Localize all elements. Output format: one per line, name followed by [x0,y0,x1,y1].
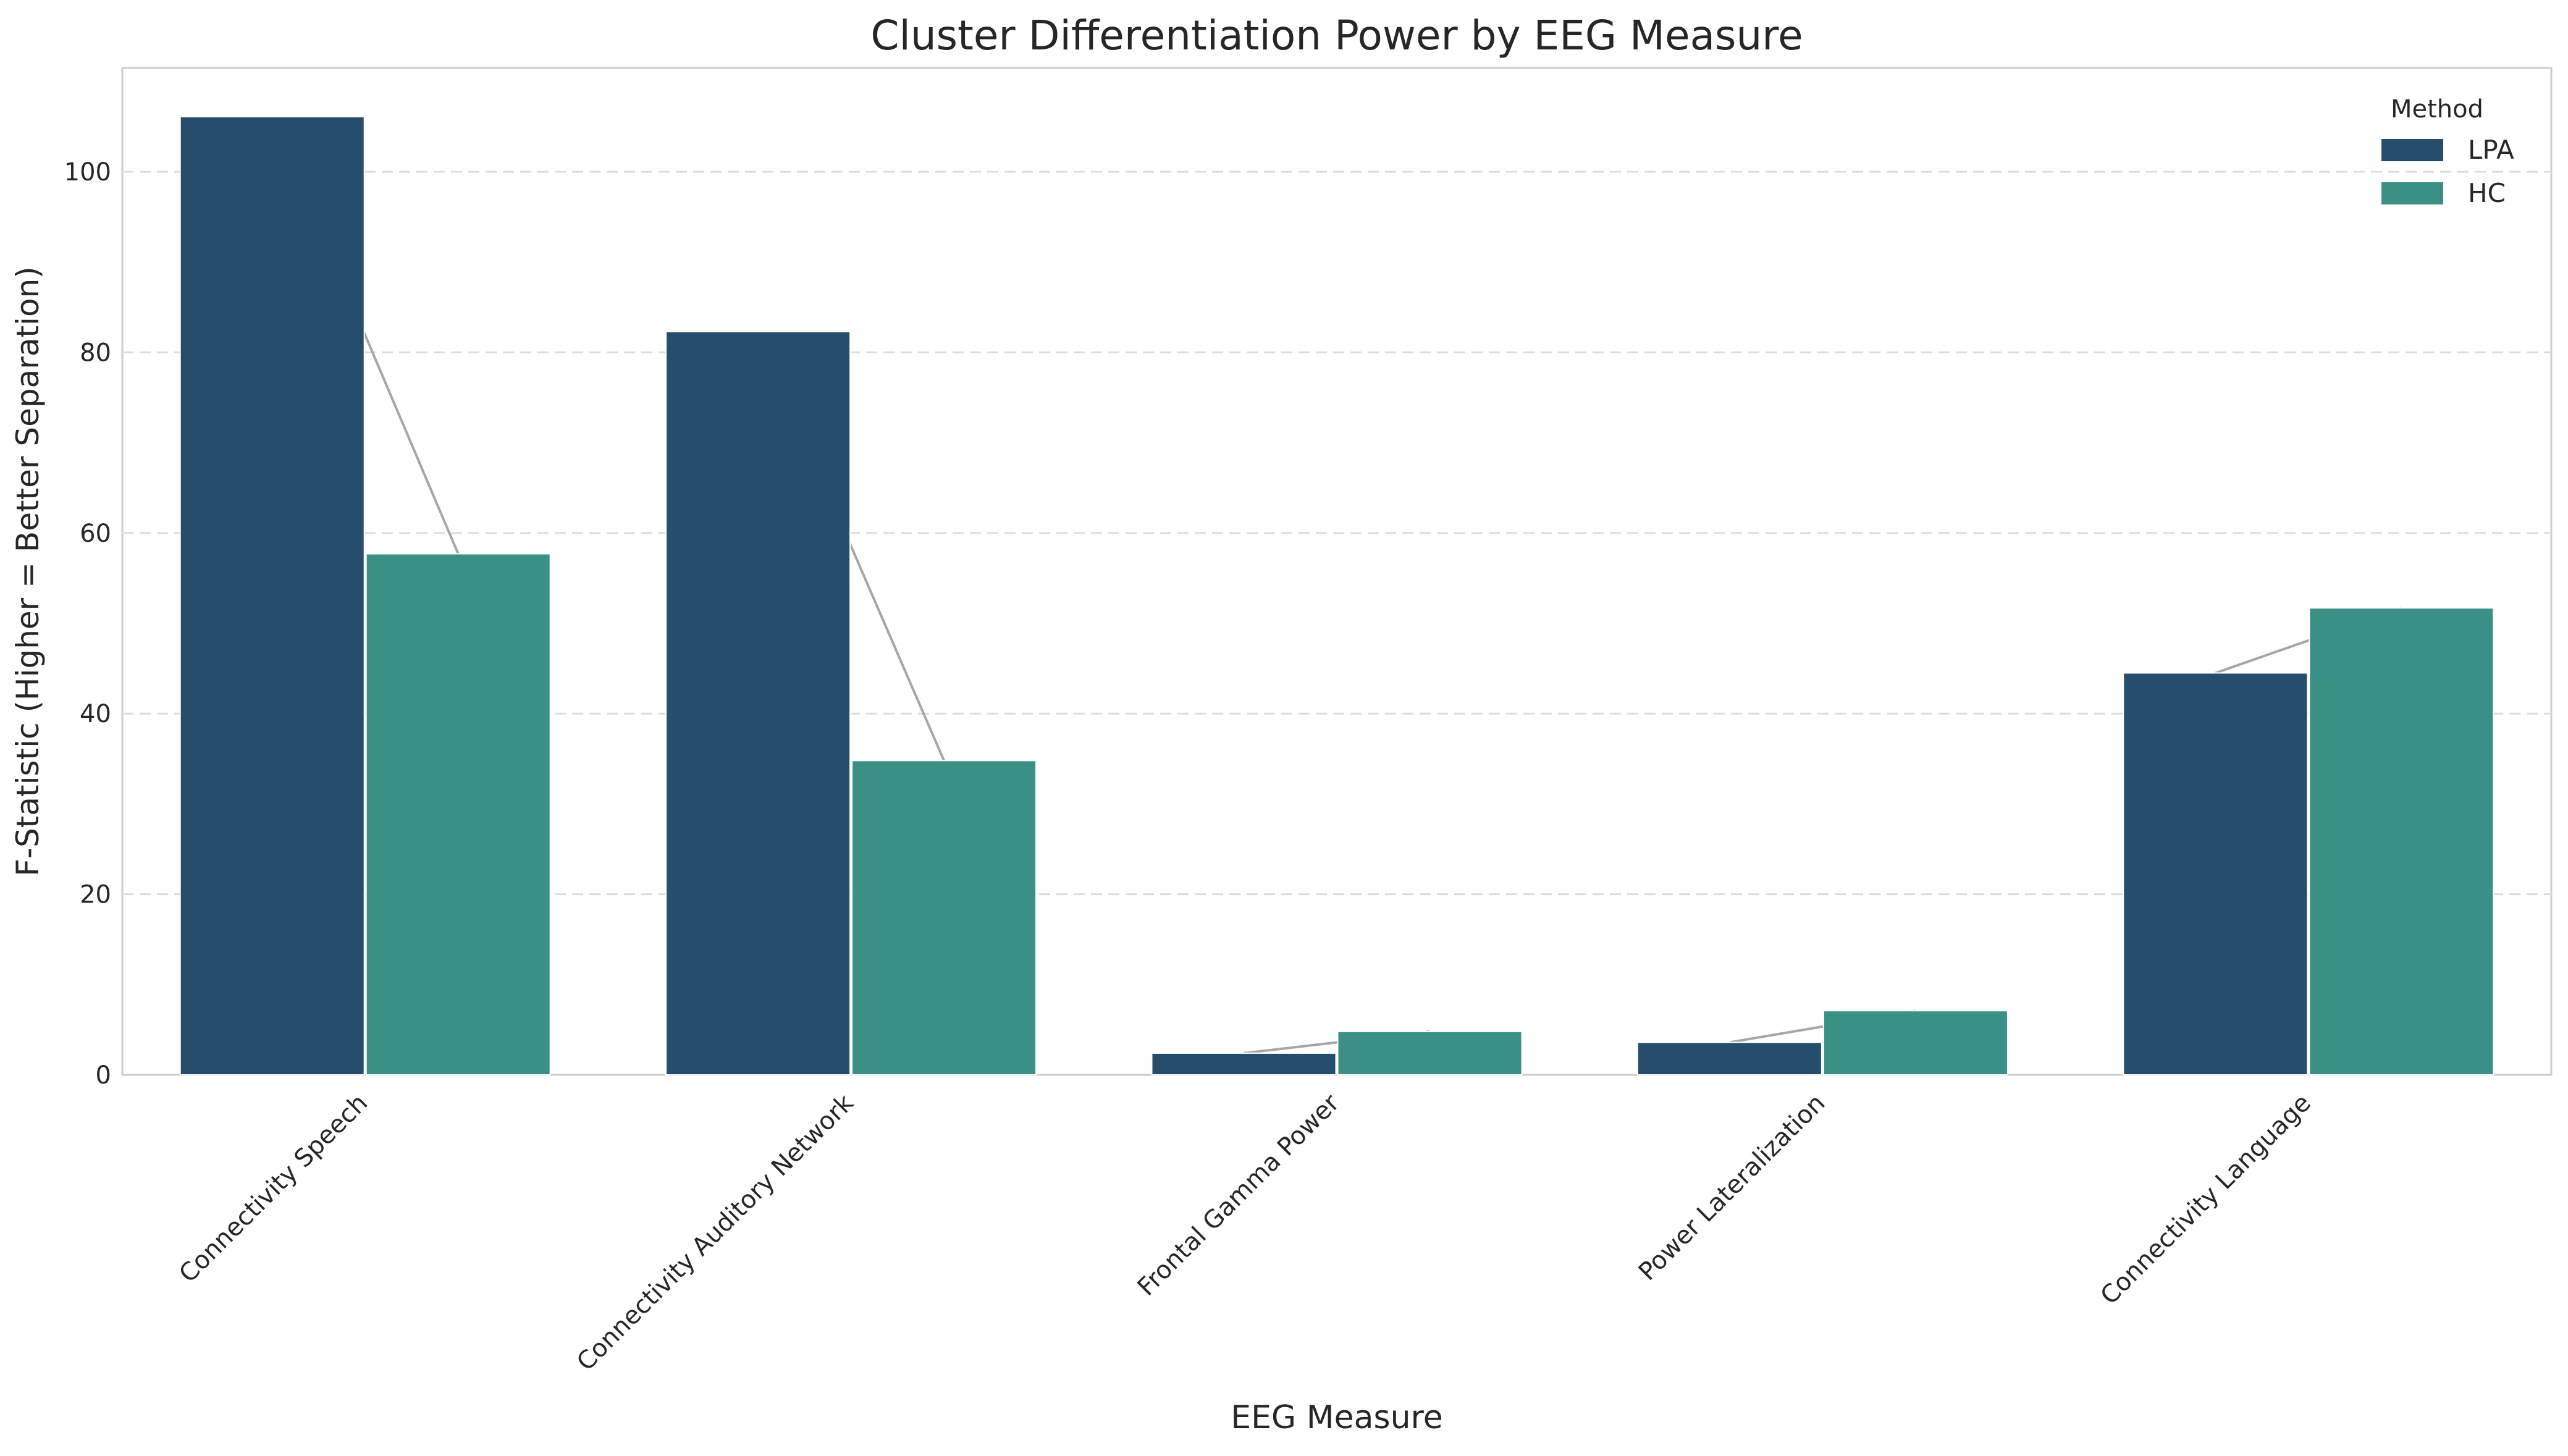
y-tick-labels: 0 20 40 60 80 100 [64,158,111,1090]
legend-label-lpa: LPA [2468,135,2514,165]
y-tick-label: 80 [80,339,111,367]
chart-title: Cluster Differentiation Power by EEG Mea… [870,12,1803,59]
x-tick-label: Connectivity Language [2095,1089,2317,1310]
x-tick-label: Frontal Gamma Power [1132,1088,1345,1302]
y-axis-label: F-Statistic (Higher = Better Separation) [10,266,46,876]
legend-label-hc: HC [2468,178,2506,208]
plot-frame [121,67,2553,1076]
x-axis-label: EEG Measure [1231,1399,1443,1436]
legend-title: Method [2391,95,2483,124]
bar-hc [851,760,1037,1075]
y-tick-label: 60 [80,520,111,548]
connector-lines [271,116,2402,1054]
x-tick-label: Connectivity Auditory Network [571,1088,859,1376]
x-tick-label: Connectivity Speech [174,1089,373,1289]
bar-lpa [1636,1042,1822,1075]
bar-hc [1337,1030,1523,1075]
y-tick-label: 20 [80,881,111,909]
y-tick-label: 100 [64,158,111,187]
bar-hc [365,553,551,1075]
bar-lpa [665,330,851,1075]
bar-lpa [1151,1052,1337,1075]
legend-swatch-lpa [2381,139,2443,161]
bars [179,116,2494,1076]
legend: Method LPA HC [2381,95,2514,208]
y-tick-label: 40 [80,700,111,728]
bar-lpa [2123,672,2309,1076]
bar-lpa [179,116,365,1076]
x-tick-labels: Connectivity Speech Connectivity Auditory… [174,1088,2317,1376]
bar-hc [2309,607,2494,1075]
bar-hc [1822,1010,2008,1076]
y-tick-label: 0 [96,1061,111,1090]
x-tick-label: Power Lateralization [1633,1089,1831,1287]
legend-swatch-hc [2381,182,2443,204]
